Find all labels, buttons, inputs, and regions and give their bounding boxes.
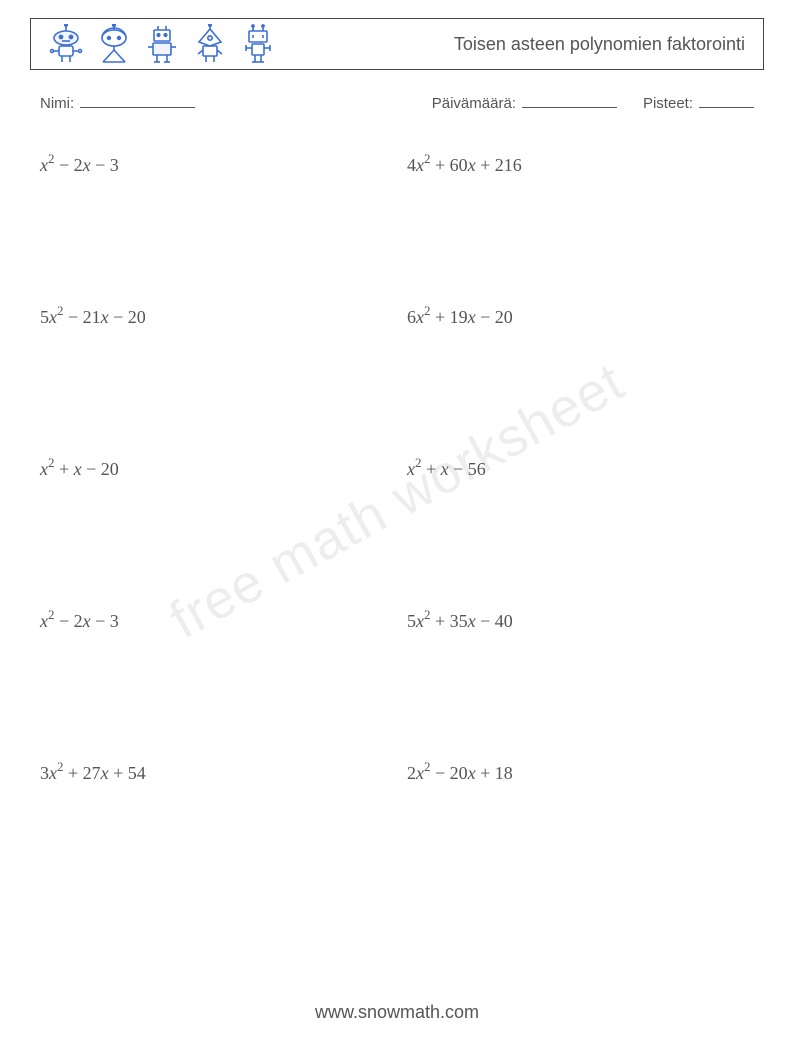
robot-icon bbox=[49, 24, 83, 64]
header-box: Toisen asteen polynomien faktorointi bbox=[30, 18, 764, 70]
problem-7: x2 − 2x − 3 bbox=[40, 608, 387, 632]
robot-icon bbox=[145, 24, 179, 64]
score-blank[interactable] bbox=[699, 92, 754, 108]
problem-5: x2 + x − 20 bbox=[40, 456, 387, 480]
problem-1: x2 − 2x − 3 bbox=[40, 152, 387, 176]
info-row: Nimi: Päivämäärä: Pisteet: bbox=[40, 92, 754, 112]
problem-8: 5x2 + 35x − 40 bbox=[407, 608, 754, 632]
name-field: Nimi: bbox=[40, 92, 195, 112]
date-blank[interactable] bbox=[522, 92, 617, 108]
worksheet-title: Toisen asteen polynomien faktorointi bbox=[454, 34, 745, 55]
problem-3: 5x2 − 21x − 20 bbox=[40, 304, 387, 328]
problem-9: 3x2 + 27x + 54 bbox=[40, 760, 387, 784]
robot-icons bbox=[49, 24, 275, 64]
name-blank[interactable] bbox=[80, 92, 195, 108]
robot-icon bbox=[241, 24, 275, 64]
date-label: Päivämäärä: bbox=[432, 95, 516, 112]
problem-2: 4x2 + 60x + 216 bbox=[407, 152, 754, 176]
footer-url: www.snowmath.com bbox=[0, 1002, 794, 1023]
problem-10: 2x2 − 20x + 18 bbox=[407, 760, 754, 784]
problem-4: 6x2 + 19x − 20 bbox=[407, 304, 754, 328]
problem-6: x2 + x − 56 bbox=[407, 456, 754, 480]
score-label: Pisteet: bbox=[643, 95, 693, 112]
name-label: Nimi: bbox=[40, 95, 74, 112]
robot-icon bbox=[193, 24, 227, 64]
robot-icon bbox=[97, 24, 131, 64]
problems-grid: x2 − 2x − 3 4x2 + 60x + 216 5x2 − 21x − 20… bbox=[40, 152, 754, 784]
